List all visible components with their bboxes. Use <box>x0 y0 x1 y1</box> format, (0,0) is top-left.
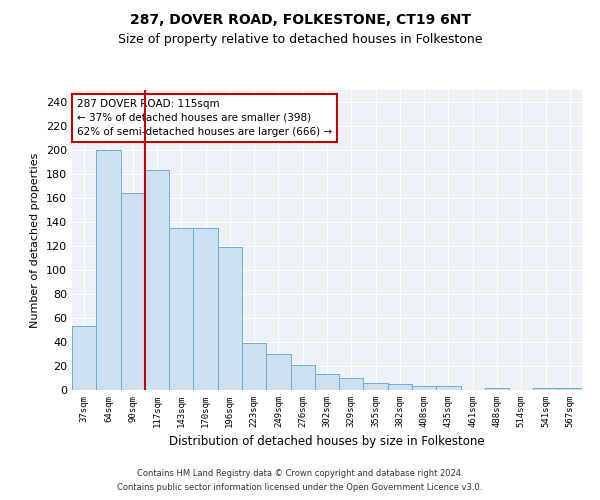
Bar <box>72 326 96 390</box>
Bar <box>193 228 218 390</box>
Bar <box>242 343 266 390</box>
Text: 287 DOVER ROAD: 115sqm
← 37% of detached houses are smaller (398)
62% of semi-de: 287 DOVER ROAD: 115sqm ← 37% of detached… <box>77 99 332 137</box>
Text: 287, DOVER ROAD, FOLKESTONE, CT19 6NT: 287, DOVER ROAD, FOLKESTONE, CT19 6NT <box>130 12 470 26</box>
Bar <box>558 388 582 390</box>
Bar <box>266 354 290 390</box>
Text: Size of property relative to detached houses in Folkestone: Size of property relative to detached ho… <box>118 32 482 46</box>
Bar <box>533 388 558 390</box>
Bar <box>412 386 436 390</box>
Bar <box>290 365 315 390</box>
Bar <box>121 193 145 390</box>
Bar <box>315 374 339 390</box>
Text: Contains public sector information licensed under the Open Government Licence v3: Contains public sector information licen… <box>118 484 482 492</box>
Bar <box>485 388 509 390</box>
Bar <box>364 383 388 390</box>
Bar <box>218 247 242 390</box>
Bar <box>169 228 193 390</box>
Bar <box>436 386 461 390</box>
Bar <box>145 170 169 390</box>
Bar <box>96 150 121 390</box>
Bar <box>388 384 412 390</box>
Text: Contains HM Land Registry data © Crown copyright and database right 2024.: Contains HM Land Registry data © Crown c… <box>137 468 463 477</box>
Bar <box>339 378 364 390</box>
Y-axis label: Number of detached properties: Number of detached properties <box>31 152 40 328</box>
X-axis label: Distribution of detached houses by size in Folkestone: Distribution of detached houses by size … <box>169 436 485 448</box>
